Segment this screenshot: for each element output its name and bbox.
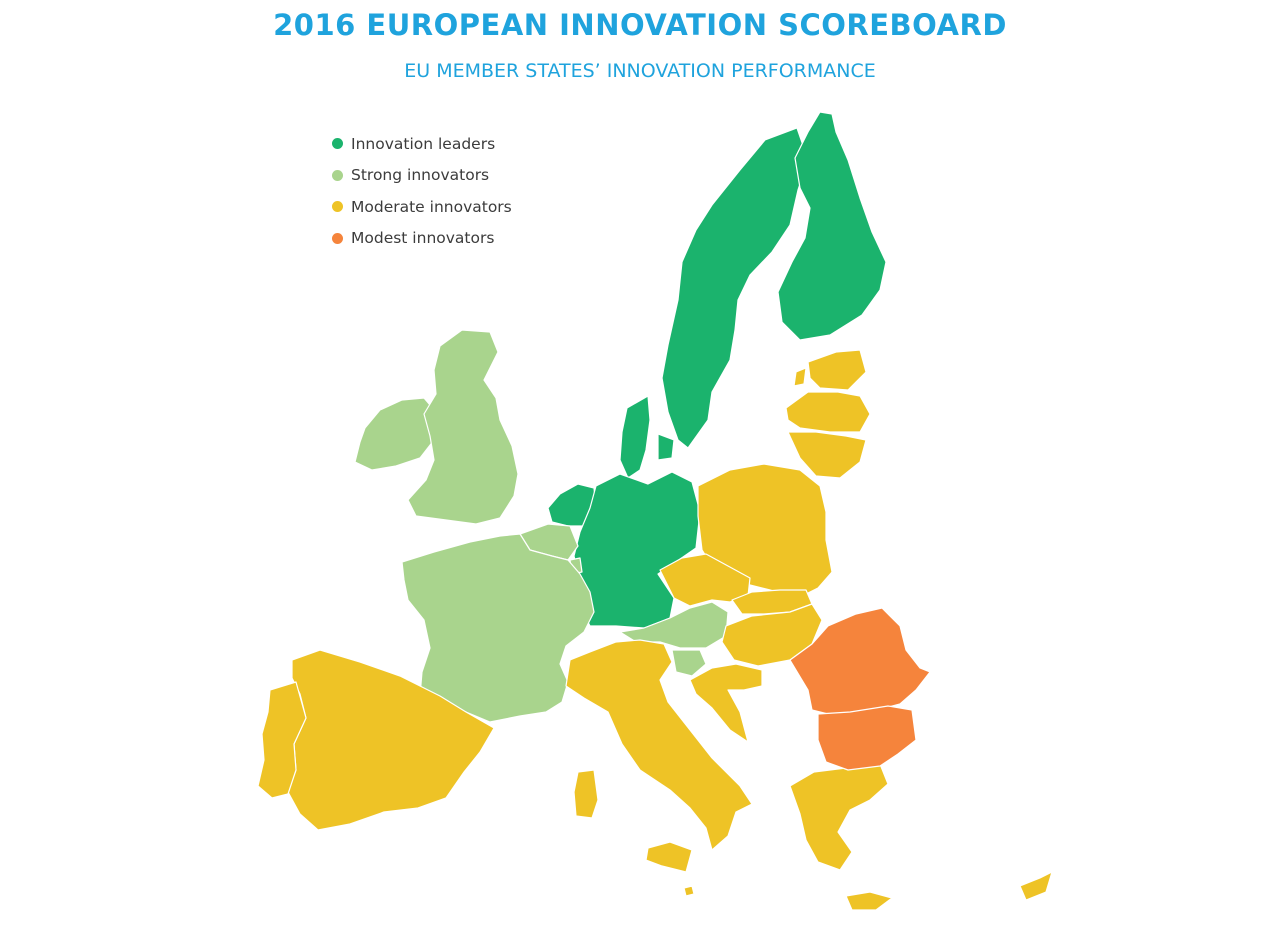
legend-swatch [332,201,343,213]
country-lithuania[interactable] [787,431,867,479]
country-bulgaria[interactable] [817,705,917,771]
legend-label: Modest innovators [351,229,495,248]
country-cyprus[interactable] [1019,871,1053,901]
legend-swatch [332,232,343,244]
country-croatia[interactable] [689,663,763,743]
legend-item-innovation-leaders: Innovation leaders [332,128,512,160]
page-subtitle: EU MEMBER STATES’ INNOVATION PERFORMANCE [404,60,876,82]
legend-swatch [332,169,343,181]
country-sweden[interactable] [661,127,809,449]
legend-swatch [332,138,343,150]
legend-item-moderate-innovators: Moderate innovators [332,191,512,223]
country-ireland[interactable] [354,397,437,471]
country-italy[interactable] [565,639,753,873]
country-slovenia[interactable] [671,649,707,677]
country-malta[interactable] [683,885,695,897]
country-portugal[interactable] [257,681,307,799]
country-denmark[interactable] [619,395,675,479]
country-france[interactable] [401,533,595,723]
page-title: 2016 EUROPEAN INNOVATION SCOREBOARD [273,8,1007,42]
country-estonia[interactable] [793,349,867,391]
country-greece[interactable] [789,763,893,911]
country-romania[interactable] [789,607,931,717]
country-austria[interactable] [619,601,729,649]
legend-item-modest-innovators: Modest innovators [332,223,512,255]
legend-label: Moderate innovators [351,197,512,216]
country-latvia[interactable] [785,391,871,433]
map-legend: Innovation leaders Strong innovators Mod… [332,128,512,254]
legend-label: Strong innovators [351,166,490,185]
legend-item-strong-innovators: Strong innovators [332,160,512,192]
legend-label: Innovation leaders [351,134,496,153]
country-united-kingdom[interactable] [407,329,519,525]
country-finland[interactable] [777,111,887,341]
